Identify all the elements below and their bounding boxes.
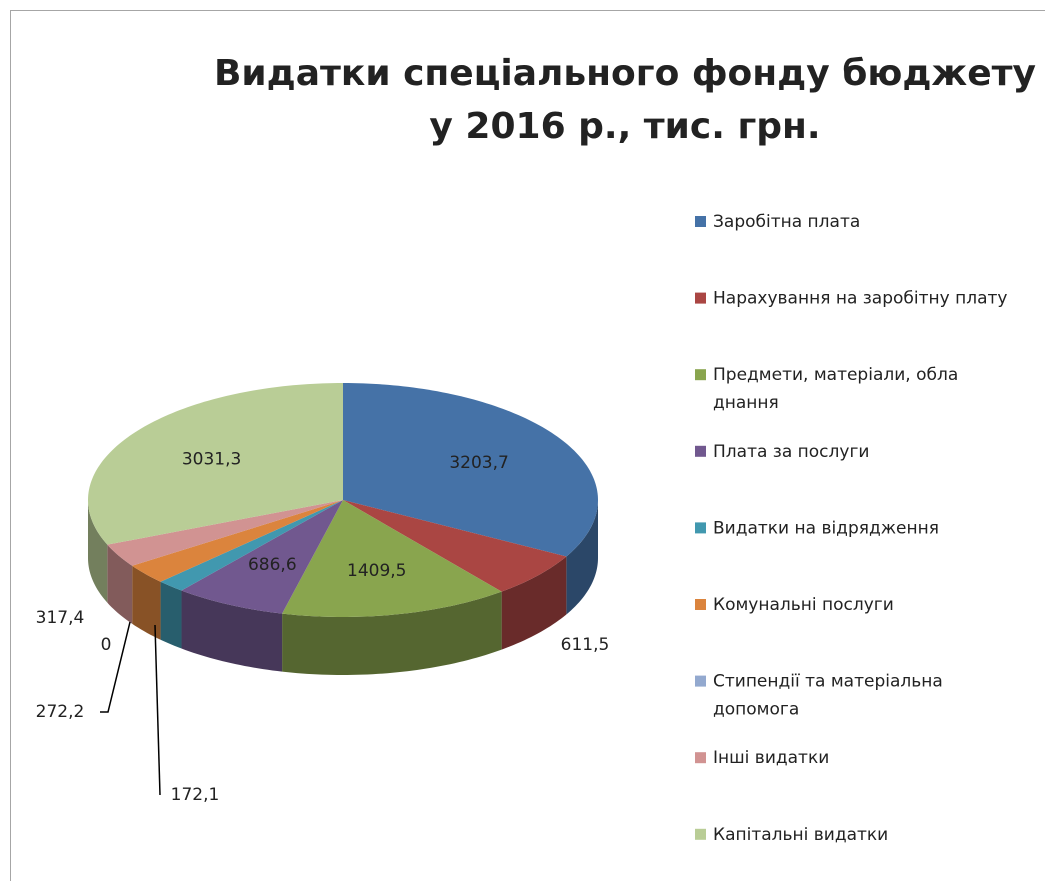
legend-swatch: [695, 752, 706, 764]
data-label: 3203,7: [449, 453, 508, 473]
slice: [343, 383, 598, 557]
data-label: 272,2: [36, 702, 85, 722]
slice: [181, 500, 343, 614]
legend-label: Заробітна плата: [713, 212, 860, 232]
leader-line: [100, 621, 131, 713]
legend-label: Стипендії та матеріальна допомога: [713, 672, 943, 720]
data-label: 0: [101, 635, 112, 655]
data-label: 1409,5: [347, 561, 406, 581]
legend-label: Предмети, матеріали, обла днання: [713, 365, 958, 413]
slice: [132, 500, 343, 582]
legend-swatch: [695, 522, 706, 534]
slice: [282, 500, 502, 617]
legend-label: Капітальні видатки: [713, 825, 888, 845]
legend-swatch: [695, 216, 706, 227]
legend-label: Плата за послуги: [713, 442, 869, 462]
legend-label: Комунальні послуги: [713, 595, 894, 615]
legend-label: Видатки на відрядження: [713, 518, 939, 538]
legend-swatch: [695, 599, 706, 610]
slice: [160, 500, 343, 591]
legend-swatch: [695, 675, 706, 687]
legend-swatch: [695, 292, 706, 304]
chart-title: Видатки спеціального фонду бюджету у 2016…: [214, 53, 1036, 147]
slice-side: [132, 565, 161, 640]
data-label: 172,1: [171, 785, 220, 805]
slice-side: [501, 556, 567, 650]
slice: [88, 383, 343, 545]
leader-line: [154, 624, 161, 796]
slice-side: [282, 591, 502, 675]
legend-swatch: [695, 445, 706, 457]
data-label: 611,5: [561, 635, 610, 655]
legend-label: Інші видатки: [713, 748, 829, 768]
slice-side: [160, 581, 182, 649]
legend-swatch: [695, 369, 706, 381]
slice-side: [107, 544, 133, 624]
slice: [343, 500, 567, 592]
data-label: 686,6: [248, 555, 297, 575]
slice-side: [566, 500, 598, 615]
slice-side: [88, 500, 108, 603]
legend-label: Нарахування на заробітну плату: [713, 289, 1007, 309]
slice-side: [181, 590, 283, 672]
data-label: 317,4: [36, 608, 85, 628]
data-label: 3031,3: [182, 450, 241, 470]
legend-swatch: [695, 828, 706, 840]
slice: [107, 500, 343, 566]
